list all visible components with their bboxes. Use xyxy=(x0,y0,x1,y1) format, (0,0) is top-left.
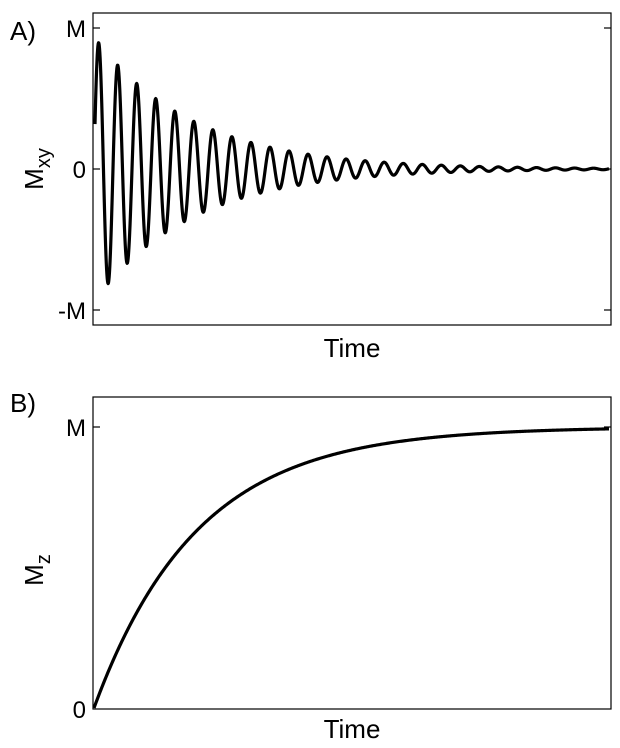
panel-a-y-axis-label-sub: xy xyxy=(33,148,55,168)
panel-b-series-line xyxy=(92,427,610,709)
panel-b-ytick-label: M xyxy=(66,415,86,442)
panel-a-x-axis-label: Time xyxy=(324,333,381,363)
panel-b-ytick-label: 0 xyxy=(73,697,86,724)
panel-b-y-axis-label-main: M xyxy=(19,564,49,586)
panel-b-label: B) xyxy=(10,388,36,418)
panel-a-ytick-label: 0 xyxy=(73,157,86,184)
panel-a-y-axis-label-main: M xyxy=(19,168,49,190)
panel-a: A) M 0 -M Mxy Time xyxy=(10,12,612,363)
panel-b: B) M 0 Mz Time xyxy=(10,388,612,744)
panel-b-x-axis-label: Time xyxy=(324,714,381,744)
panel-a-y-axis-label: Mxy xyxy=(19,148,55,190)
panel-b-axes-box xyxy=(92,396,612,710)
panel-a-ytick-label: M xyxy=(66,16,86,43)
panel-a-series-line xyxy=(93,41,611,286)
panel-b-y-axis-label-sub: z xyxy=(33,554,55,564)
panel-b-y-axis-label: Mz xyxy=(19,554,55,586)
panel-a-y-ticks: M 0 -M xyxy=(58,16,611,325)
panel-a-label: A) xyxy=(10,16,36,46)
panel-a-ytick-label: -M xyxy=(58,298,86,325)
panel-b-y-ticks: M 0 xyxy=(66,415,611,724)
